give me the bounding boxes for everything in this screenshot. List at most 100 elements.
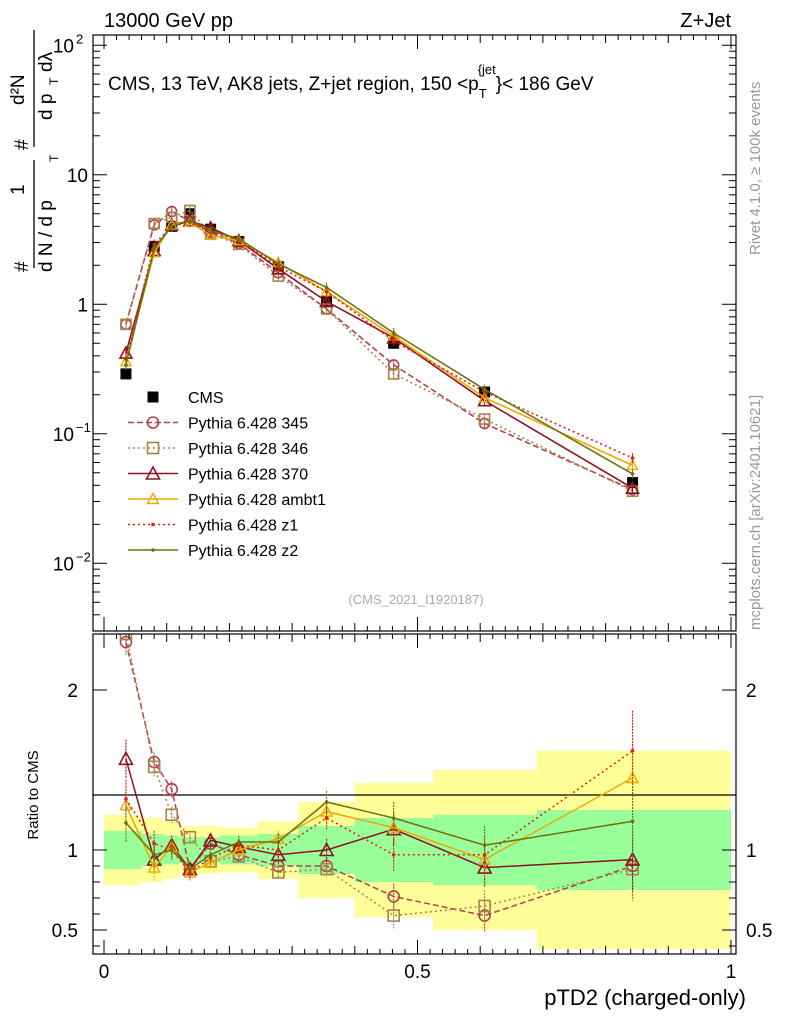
ylabel-t-1: T [47,154,61,162]
data-point [387,368,400,380]
ratio-point [624,851,641,866]
ylabel-one: 1 [8,184,29,195]
tick-base: 10 [67,166,88,187]
legend-label: Pythia 6.428 346 [188,441,308,458]
ratio-point [124,821,128,825]
ratio-point [276,840,281,844]
top-y-tick-exponent: −1 [76,420,91,435]
ylabel-t-2: T [47,77,61,85]
ratio-point [124,797,128,801]
top-y-axis-label: # 1 d N / d p T # d²N d p T dλ [8,30,61,272]
data-point [152,246,156,251]
legend-label: Pythia 6.428 370 [188,467,308,484]
legend-label: Pythia 6.428 z2 [188,543,298,560]
title-main: CMS, 13 TeV, AK8 jets, Z+jet region, 150… [108,74,479,95]
ratio-point [203,855,218,868]
ratio-point [165,808,179,822]
ratio-point [147,760,161,774]
tick-base: 10 [53,554,74,575]
ylabel-den: d p [36,94,57,120]
ratio-point [169,848,174,852]
data-point [630,472,635,476]
legend-label: CMS [188,390,224,407]
legend-marker [146,492,160,505]
data-point [625,480,640,494]
data-point [478,391,491,403]
ylabel-hash-1: # [12,261,33,272]
ratio-point [237,840,241,844]
data-point [188,219,192,223]
series-line [125,209,633,492]
legend-marker [151,522,155,527]
data-point [391,331,396,335]
bottom-frame [92,633,737,955]
legend-marker [147,391,159,403]
x-axis-label: pTD2 (charged-only) [544,985,746,1010]
ratio-point [202,832,219,847]
series-line [125,220,633,475]
data-point [319,293,334,308]
mcplots-label: mcplots.cern.ch [arXiv:2401.10621] [747,395,764,630]
legend-label: Pythia 6.428 ambt1 [188,492,326,509]
ratio-y-tick-label-left: 1 [67,841,78,862]
legend-item: Pythia 6.428 345 [128,416,308,433]
top-frame [92,34,737,632]
data-point [147,246,161,258]
legend-label: Pythia 6.428 345 [188,416,308,433]
x-tick-label: 0 [99,962,110,983]
ratio-series [118,634,641,932]
data-point [120,318,132,331]
series-pythia-6-428-z2 [124,215,635,479]
legend-label: Pythia 6.428 z1 [188,518,298,535]
data-point [477,393,492,407]
top-y-tick-label: 10 [53,425,74,446]
top-y-tick-exponent: 2 [76,31,83,46]
ratio-point [391,816,396,820]
tick-base: 10 [53,36,74,57]
ratio-y-tick-label-left: 2 [67,681,78,702]
ratio-point [118,750,134,766]
data-point [482,387,487,392]
top-y-tick-label: 1 [77,295,88,316]
legend: CMS Pythia 6.428 345 Pythia 6.428 346 Pythi… [128,390,326,560]
inner-band [141,834,164,866]
legend-item: Pythia 6.428 346 [128,441,308,458]
legend-item: Pythia 6.428 ambt1 [128,492,326,509]
top-series [118,204,640,498]
ratio-point [183,830,197,844]
ylabel-num: d²N [8,74,29,105]
data-point [391,339,396,343]
rivet-label: Rivet 4.1.0, ≥ 100k events [747,82,764,255]
inner-band [536,810,731,890]
ratio-point [320,862,333,876]
ratio-point [324,816,329,820]
data-point [208,228,213,233]
ratio-pythia-6-428-z2 [124,786,635,878]
data-point [324,285,329,290]
tick-base: 1 [77,295,88,316]
header-left: 13000 GeV pp [104,10,233,32]
data-point [276,262,281,266]
ratio-point [188,870,192,875]
ylabel-dl: dλ [36,51,57,72]
ratio-y-tick-label-right: 2 [746,681,757,702]
data-point [148,217,160,230]
data-point [478,413,491,425]
x-tick-label: 1 [726,962,737,983]
ratio-y-label: Ratio to CMS [25,750,42,839]
data-point [204,228,217,241]
ratio-point [188,867,192,871]
bottom-tick-labels: 0.5 0.5 1 1 2 2 0 0.5 1 [52,681,773,983]
ratio-point [318,841,335,857]
legend-marker [146,416,160,429]
bottom-panel: 0.5 0.5 1 1 2 2 0 0.5 1 Ratio to CMS pTD2 (charg… [25,633,773,1010]
ratio-point [147,860,161,873]
top-y-tick-label: 10 [53,554,74,575]
ratio-point [119,634,133,641]
inner-band [104,830,142,870]
legend-marker [151,548,155,552]
top-y-tick-exponent: −2 [76,549,91,564]
top-axis-ticks [93,35,736,632]
